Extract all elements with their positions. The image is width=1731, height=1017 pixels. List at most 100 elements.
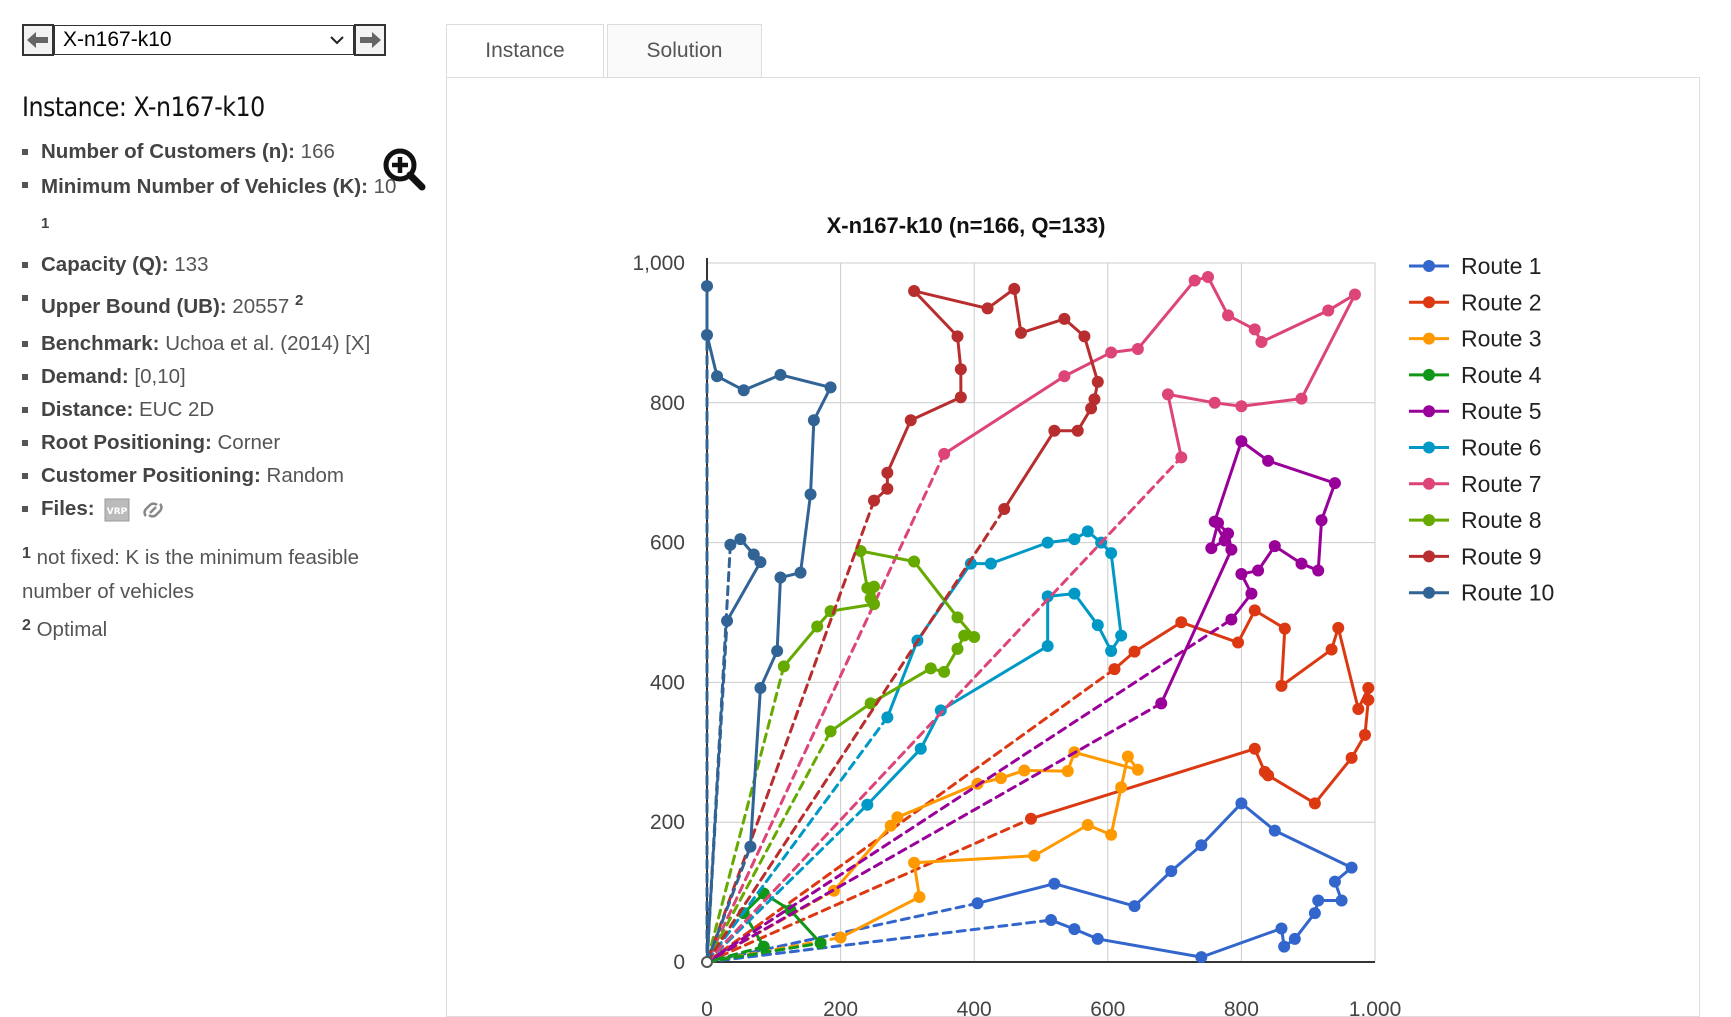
- customer-point: [1091, 932, 1104, 945]
- depot-link: [705, 715, 889, 964]
- depot-link: [705, 667, 1116, 964]
- legend-label: Route 3: [1461, 326, 1542, 352]
- customer-point: [701, 328, 713, 341]
- depot-link: [705, 901, 980, 964]
- legend-label: Route 10: [1461, 580, 1554, 606]
- footnote-1: 1 not fixed: K is the minimum feasible n…: [22, 545, 360, 603]
- x-tick-label: 800: [1224, 998, 1259, 1016]
- customer-point: [1362, 681, 1375, 694]
- route-segment: [1279, 648, 1334, 688]
- route-segment: [1062, 350, 1113, 378]
- next-instance-button[interactable]: [354, 24, 386, 56]
- route-segment: [1133, 620, 1183, 654]
- route-segment: [778, 373, 833, 389]
- tab-solution[interactable]: Solution: [607, 24, 762, 77]
- route-segment: [1012, 287, 1023, 335]
- prev-instance-button[interactable]: [22, 24, 54, 56]
- route-segment: [705, 333, 719, 378]
- route-segment: [1029, 747, 1257, 821]
- prop-vehicles: Minimum Number of Vehicles (K): 10 1: [22, 168, 402, 248]
- route-segment: [1199, 801, 1243, 847]
- customer-point: [1252, 564, 1265, 577]
- customer-point: [908, 555, 921, 568]
- customer-point: [1175, 451, 1188, 464]
- customer-point: [1128, 900, 1141, 913]
- instance-select-value: X-n167-k10: [63, 28, 172, 51]
- customer-point: [721, 614, 734, 627]
- tab-instance[interactable]: Instance: [446, 24, 604, 77]
- route-segment: [1166, 392, 1217, 405]
- customer-point: [1352, 702, 1365, 715]
- customer-point: [881, 711, 894, 724]
- customer-point: [951, 642, 964, 655]
- route-segment: [912, 854, 1036, 865]
- customer-point: [908, 856, 921, 869]
- customer-point: [744, 840, 757, 853]
- legend-label: Route 2: [1461, 289, 1542, 315]
- customer-point: [868, 580, 880, 593]
- customer-point: [711, 370, 724, 383]
- customer-point: [1071, 424, 1084, 437]
- customer-point: [701, 280, 713, 293]
- customer-point: [934, 704, 947, 717]
- customer-point: [737, 384, 750, 397]
- legend-swatch-dot: [1423, 514, 1435, 527]
- route-series-7: [705, 270, 1361, 964]
- customer-point: [1041, 590, 1054, 603]
- x-tick-label: 1,000: [1349, 998, 1402, 1016]
- customer-point: [1161, 388, 1174, 401]
- customer-point: [884, 819, 897, 832]
- customer-point: [1322, 304, 1335, 317]
- depot-marker: [701, 956, 713, 968]
- customer-point: [1205, 542, 1218, 555]
- route-segment: [976, 882, 1056, 905]
- customer-point: [1235, 435, 1248, 448]
- customer-point: [1335, 894, 1348, 907]
- route-segment: [1266, 773, 1317, 805]
- route-segment: [865, 747, 923, 807]
- prop-benchmark: Benchmark: Uchoa et al. (2014) [X]: [22, 327, 402, 360]
- route-segment: [859, 549, 869, 590]
- link-icon[interactable]: [140, 498, 166, 522]
- x-tick-label: 400: [957, 998, 992, 1016]
- prop-upper-bound: Upper Bound (UB): 20557 2: [22, 281, 402, 327]
- route-segment: [1052, 882, 1137, 908]
- customer-point: [1195, 951, 1208, 964]
- customer-point: [913, 890, 926, 903]
- instance-select[interactable]: X-n167-k10: [54, 25, 354, 55]
- route-segment: [748, 686, 762, 849]
- route-segment: [942, 374, 1066, 456]
- customer-point: [1278, 622, 1291, 635]
- customer-point: [924, 662, 937, 675]
- customer-point: [1328, 477, 1341, 490]
- customer-point: [1245, 587, 1258, 600]
- route-segment: [829, 602, 876, 613]
- customer-point: [1155, 697, 1168, 710]
- route-segment: [1313, 756, 1354, 805]
- customer-point: [861, 798, 874, 811]
- zoom-in-icon[interactable]: [382, 147, 426, 191]
- customer-point: [1128, 645, 1141, 658]
- customer-point: [1061, 765, 1074, 778]
- prop-demand: Demand: [0,10]: [22, 360, 402, 393]
- customer-point: [904, 414, 917, 427]
- legend-swatch-dot: [1423, 586, 1435, 599]
- route-segment: [1316, 518, 1324, 573]
- x-tick-label: 200: [823, 998, 858, 1016]
- customer-point: [1308, 907, 1321, 920]
- customer-point: [1222, 309, 1235, 322]
- depot-link: [705, 455, 1183, 964]
- customer-point: [1018, 764, 1031, 777]
- customer-point: [1008, 282, 1021, 295]
- route-series-9: [705, 282, 1104, 964]
- instance-navigator: X-n167-k10: [22, 22, 432, 58]
- customer-point: [1255, 335, 1268, 348]
- route-segment: [1199, 926, 1283, 959]
- route-series-10: [701, 280, 837, 964]
- footnotes: 1 not fixed: K is the minimum feasible n…: [22, 537, 432, 647]
- customer-point: [1232, 636, 1245, 649]
- legend-swatch-dot: [1423, 260, 1435, 272]
- vrp-file-icon[interactable]: VRP: [104, 498, 130, 522]
- customer-point: [908, 284, 921, 297]
- route-segment: [1206, 275, 1230, 317]
